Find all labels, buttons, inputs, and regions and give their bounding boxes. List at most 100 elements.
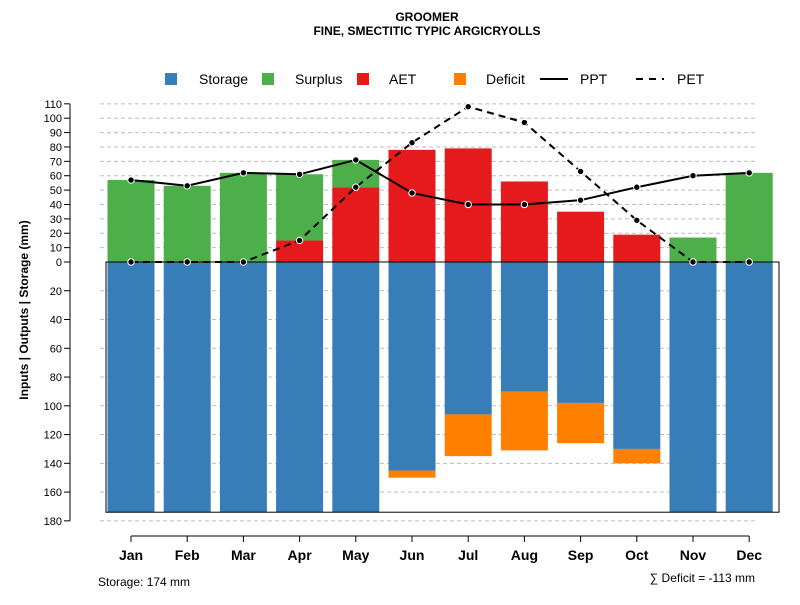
y-tick-label: 100 xyxy=(44,113,62,125)
y-tick-label: 10 xyxy=(50,243,62,255)
surplus-bar-apr xyxy=(276,174,324,241)
chart-title: GROOMER xyxy=(395,10,459,24)
pet-point-sep xyxy=(576,167,585,176)
y-tick-label: 0 xyxy=(56,257,62,269)
surplus-bar-jan xyxy=(107,180,155,262)
y-tick-label: 20 xyxy=(50,228,62,240)
storage-footnote: Storage: 174 mm xyxy=(98,575,190,589)
pet-point-nov xyxy=(689,258,697,266)
y-tick-label: 90 xyxy=(50,128,62,140)
legend-label: PPT xyxy=(580,71,608,87)
aet-bar-jun xyxy=(388,149,436,262)
legend-label: Surplus xyxy=(295,71,342,87)
storage-bar-aug xyxy=(500,262,548,392)
legend-item-aet: AET xyxy=(357,71,417,87)
storage-bar-jan xyxy=(107,262,155,513)
legend-label: Storage xyxy=(199,71,248,87)
legend-label: PET xyxy=(677,71,705,87)
legend-swatch xyxy=(262,73,274,85)
deficit-bar-jul xyxy=(444,414,492,457)
pet-point-jun xyxy=(408,138,416,147)
y-tick-label: 80 xyxy=(50,372,62,384)
pet-point-mar xyxy=(239,258,248,266)
y-tick-label: 180 xyxy=(44,516,62,528)
y-tick-label: 160 xyxy=(44,487,62,499)
y-tick-label: 40 xyxy=(50,315,62,327)
surplus-bar-feb xyxy=(163,185,211,262)
y-tick-label: 140 xyxy=(44,458,62,470)
ppt-point-may xyxy=(352,156,360,164)
storage-bar-jul xyxy=(444,262,492,415)
ppt-point-jul xyxy=(464,200,472,209)
legend-item-ppt: PPT xyxy=(540,71,608,87)
legend-item-pet: PET xyxy=(636,71,705,87)
storage-bar-nov xyxy=(669,262,717,513)
ppt-point-oct xyxy=(633,183,641,191)
line-series xyxy=(127,102,753,266)
legend-swatch xyxy=(165,73,177,85)
pet-point-dec xyxy=(745,258,753,266)
surplus-bar-mar xyxy=(219,172,267,262)
x-tick-label-mar: Mar xyxy=(231,547,256,563)
storage-bar-dec xyxy=(725,262,773,513)
y-axis-label: Inputs | Outputs | Storage (mm) xyxy=(17,220,31,399)
x-tick-label-oct: Oct xyxy=(625,547,649,563)
y-tick-label: 70 xyxy=(50,156,62,168)
aet-bar-oct xyxy=(613,234,661,262)
x-tick-label-dec: Dec xyxy=(736,547,762,563)
y-tick-label: 80 xyxy=(50,142,62,154)
ppt-point-apr xyxy=(295,170,304,178)
pet-point-jul xyxy=(464,102,472,111)
x-tick-label-apr: Apr xyxy=(288,547,313,563)
aet-bar-sep xyxy=(557,211,605,262)
ppt-point-mar xyxy=(239,169,248,177)
surplus-bar-dec xyxy=(725,172,773,262)
pet-point-aug xyxy=(520,118,529,127)
pet-point-may xyxy=(352,183,360,191)
ppt-point-sep xyxy=(576,196,585,204)
pet-point-feb xyxy=(183,258,191,266)
y-axis: 0 10 20 30 40 50 60 70 80 90 100 110 20 40 60 80 100 120 1… xyxy=(44,99,71,528)
legend-swatch xyxy=(454,73,466,85)
y-tick-label: 40 xyxy=(50,199,62,211)
deficit-bar-jun xyxy=(388,470,436,478)
ppt-point-nov xyxy=(689,172,697,180)
pet-point-oct xyxy=(633,216,641,224)
ppt-point-jan xyxy=(127,176,135,184)
pet-point-apr xyxy=(295,236,304,245)
legend-swatch xyxy=(357,73,369,85)
aet-bar-may xyxy=(332,187,380,262)
chart-legend: Storage Surplus AET Deficit PPT PET xyxy=(165,71,705,87)
legend-item-storage: Storage xyxy=(165,71,248,87)
storage-bar-mar xyxy=(219,262,267,513)
legend-label: AET xyxy=(389,71,417,87)
ppt-point-feb xyxy=(183,182,191,190)
y-tick-label: 60 xyxy=(50,343,62,355)
legend-item-deficit: Deficit xyxy=(454,71,525,87)
storage-bar-apr xyxy=(276,262,324,513)
x-tick-label-nov: Nov xyxy=(680,547,707,563)
x-tick-label-feb: Feb xyxy=(175,547,200,563)
deficit-footnote: ∑ Deficit = -113 mm xyxy=(650,571,755,585)
x-tick-label-jan: Jan xyxy=(119,547,143,563)
legend-item-surplus: Surplus xyxy=(262,71,342,87)
x-tick-label-sep: Sep xyxy=(568,547,594,563)
x-tick-label-aug: Aug xyxy=(511,547,538,563)
ppt-point-dec xyxy=(745,169,753,177)
y-tick-label: 60 xyxy=(50,171,62,183)
storage-bar-sep xyxy=(557,262,605,403)
storage-bar-oct xyxy=(613,262,661,449)
y-tick-label: 110 xyxy=(44,99,62,111)
storage-bar-may xyxy=(332,262,380,513)
ppt-line xyxy=(130,158,750,206)
ppt-point-aug xyxy=(520,200,529,209)
bar-series xyxy=(105,148,780,513)
x-tick-label-jun: Jun xyxy=(400,547,425,563)
x-axis: Jan Feb Mar Apr May Jun Jul Aug Sep Oct Nov Dec xyxy=(119,535,762,563)
surplus-bar-nov xyxy=(669,237,717,262)
storage-bar-jun xyxy=(388,262,436,471)
y-tick-label: 120 xyxy=(44,430,62,442)
y-tick-label: 30 xyxy=(50,214,62,226)
deficit-bar-oct xyxy=(613,448,661,464)
